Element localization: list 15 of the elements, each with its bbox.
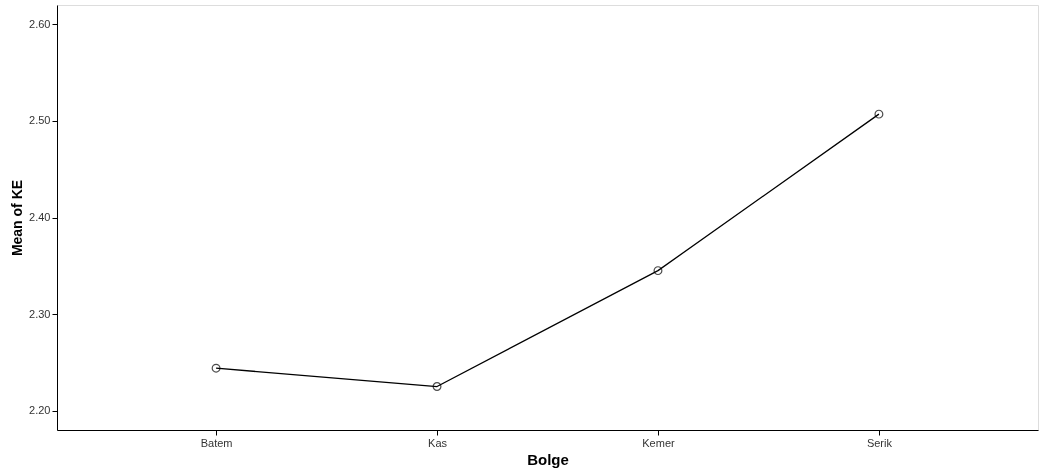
x-tick-label: Batem	[200, 436, 233, 449]
y-tick-label: 2.20	[29, 404, 51, 417]
x-tick-label: Serik	[866, 436, 893, 449]
point	[432, 382, 442, 391]
y-tick-label: 2.30	[29, 307, 51, 320]
x-tick-label: Kemer	[642, 436, 676, 449]
y-tick-label: 2.60	[29, 17, 51, 30]
point	[874, 109, 884, 119]
y-tick-label: 2.40	[29, 211, 51, 223]
y-axis-title: Mean of KE	[9, 179, 26, 257]
y-tick-label: 2.50	[29, 114, 51, 127]
point	[653, 266, 663, 276]
point	[211, 363, 221, 373]
x-tick-label: Kas	[428, 436, 448, 449]
x-axis-title: Bolge	[527, 450, 569, 468]
